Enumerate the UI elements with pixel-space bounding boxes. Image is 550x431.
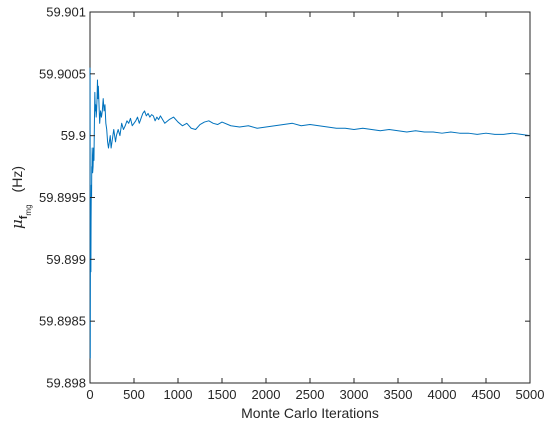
x-tick-label: 0: [86, 387, 93, 402]
x-tick-label: 4000: [428, 387, 457, 402]
plot-box: [89, 11, 531, 384]
y-tick-label: 59.898: [46, 376, 86, 391]
y-tick-label: 59.9005: [39, 66, 86, 81]
x-tick-label: 2500: [296, 387, 325, 402]
y-tick-label: 59.899: [46, 252, 86, 267]
x-tick-label: 1500: [208, 387, 237, 402]
y-tick-label: 59.901: [46, 5, 86, 20]
x-axis-label: Monte Carlo Iterations: [241, 405, 379, 421]
series-line-0: [89, 67, 531, 359]
y-axis-label-symbol: μ: [8, 219, 26, 229]
y-axis-label-subsub: mg: [24, 204, 33, 215]
x-axis-ticks: 0 500 1000 1500 2000 2500 3000 3500 4000 4500 5000: [86, 12, 544, 402]
x-tick-label: 500: [123, 387, 145, 402]
x-tick-label: 2000: [252, 387, 281, 402]
y-axis-ticks: 59.898 59.8985 59.899 59.8995 59.9 59.9005 59.…: [39, 5, 530, 391]
series-layer: [89, 67, 531, 359]
x-tick-label: 5000: [516, 387, 545, 402]
x-tick-label: 1000: [164, 387, 193, 402]
y-tick-label: 59.8985: [39, 314, 86, 329]
y-tick-label: 59.8995: [39, 190, 86, 205]
y-tick-label: 59.9: [61, 128, 86, 143]
plot-area: [89, 11, 531, 384]
y-axis-label: μfmg (Hz): [8, 166, 33, 229]
x-tick-label: 4500: [472, 387, 501, 402]
y-axis-label-sub: f: [18, 215, 30, 219]
y-axis-label-unit: (Hz): [9, 166, 25, 192]
x-tick-label: 3500: [384, 387, 413, 402]
x-tick-label: 3000: [340, 387, 369, 402]
